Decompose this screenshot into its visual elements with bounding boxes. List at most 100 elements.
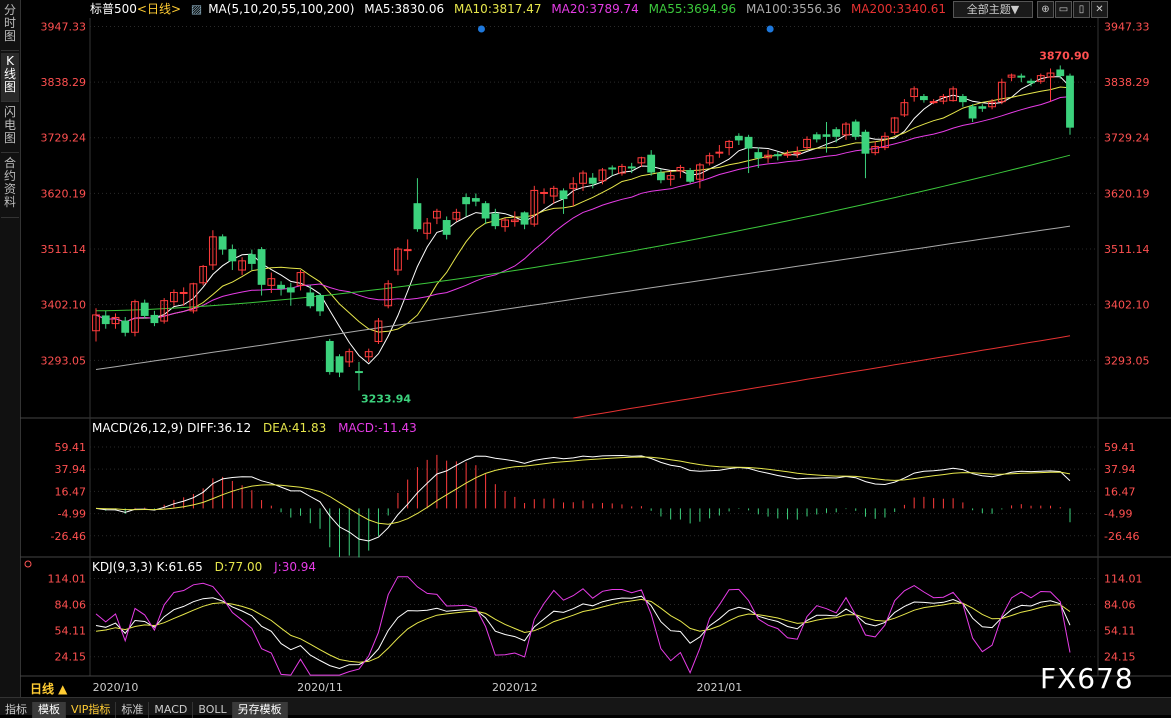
time-axis-label: 2021/01 (697, 681, 743, 694)
candle-body (228, 249, 237, 262)
close-icon[interactable]: ✕ (1091, 1, 1108, 18)
ma200-value: MA200:3340.61 (850, 2, 947, 16)
candle-body (900, 102, 909, 116)
period-selector[interactable]: 日线 ▲ (30, 682, 68, 696)
macd-params: MACD(26,12,9) (92, 421, 184, 435)
candle-body (540, 191, 548, 194)
ma20-value: MA20:3789.74 (551, 2, 639, 16)
split-window-icon[interactable]: ▭ (1055, 1, 1072, 18)
tab-vip-indicators[interactable]: VIP指标 (66, 702, 117, 718)
candle-body (364, 351, 373, 358)
candle-body (705, 155, 714, 164)
candle-body (890, 117, 899, 133)
macd-dea: DEA:41.83 (263, 421, 327, 435)
candle-body (695, 164, 704, 180)
kdj-tick-right: 84.06 (1104, 599, 1136, 612)
candle-body (598, 169, 607, 182)
candle-body (773, 154, 782, 157)
candle-body (267, 278, 276, 286)
candle-body (881, 135, 889, 149)
candle-body (919, 96, 928, 101)
candle-body (491, 213, 500, 227)
candle-body (715, 151, 724, 154)
candle-body (452, 211, 461, 220)
candle-body (179, 291, 188, 294)
sidebar-tab-kline[interactable]: K线图 (1, 53, 19, 102)
candle-body (676, 166, 685, 172)
tab-indicators[interactable]: 指标 (0, 702, 33, 718)
time-axis-label: 2020/11 (297, 681, 343, 694)
tab-macd[interactable]: MACD (149, 702, 194, 718)
candle-body (520, 212, 529, 225)
candle-body (423, 222, 432, 234)
candle-body (442, 220, 451, 235)
crosshair-icon[interactable]: ⊕ (1037, 1, 1054, 18)
chart-settings-icon[interactable]: ▨ (190, 2, 203, 16)
macd-tick-right: 37.94 (1104, 463, 1136, 476)
tab-templates[interactable]: 模板 (33, 702, 66, 718)
kdj-k: K:61.65 (156, 560, 203, 574)
ma5-value: MA5:3830.06 (364, 2, 445, 16)
ma200-line (573, 335, 1071, 419)
candle-body (822, 134, 831, 137)
price-tick-right: 3511.14 (1104, 243, 1150, 256)
kdj-j: J:30.94 (274, 560, 317, 574)
price-tick-right: 3620.19 (1104, 187, 1150, 200)
kdj-tick-left: 114.01 (48, 572, 87, 585)
time-axis-label: 2020/10 (93, 681, 139, 694)
candle-body (170, 291, 178, 303)
price-tick-left: 3947.33 (41, 20, 87, 33)
ma-params: MA(5,10,20,55,100,200) (208, 2, 355, 16)
sidebar-tab-contract-info[interactable]: 合约资料 (1, 155, 19, 218)
candle-body (588, 177, 597, 184)
period-tag[interactable]: <日线> (136, 2, 182, 16)
candle-body (764, 154, 772, 159)
tab-save-template[interactable]: 另存模板 (232, 702, 288, 718)
fx678-watermark-logo: FX678 (1040, 662, 1134, 695)
kdj-tick-left: 54.11 (55, 625, 87, 638)
price-tick-left: 3511.14 (41, 243, 87, 256)
sidebar-tab-timeshare[interactable]: 分时图 (1, 2, 19, 51)
candle-body (842, 123, 850, 136)
event-marker-dot (766, 25, 774, 33)
price-tick-left: 3729.24 (41, 132, 87, 145)
candle-body (579, 172, 587, 184)
tab-standard[interactable]: 标准 (116, 702, 150, 718)
price-tick-right: 3838.29 (1104, 76, 1150, 89)
chart-canvas[interactable]: 3947.33 3947.33 3838.29 3838.29 3729.24 3729.… (0, 0, 1171, 697)
sidebar-tab-flash[interactable]: 闪电图 (1, 104, 19, 153)
candle-body (306, 292, 315, 307)
candle-body (666, 175, 675, 180)
kdj-d: D:77.00 (214, 560, 263, 574)
candle-body (481, 203, 490, 219)
candle-body (462, 197, 471, 205)
candle-body (968, 106, 977, 119)
candle-body (530, 189, 539, 225)
maximize-icon[interactable]: ▯ (1073, 1, 1090, 18)
candle-body (208, 236, 217, 266)
price-tick-right: 3293.05 (1104, 354, 1150, 367)
bottom-tab-bar: 指标 模板 VIP指标 标准 MACD BOLL 另存模板 (0, 697, 1171, 718)
ma55-line (95, 154, 1071, 312)
candle-body (432, 210, 441, 219)
ma5-line (95, 76, 1071, 365)
candle-body (121, 320, 130, 333)
candle-body (101, 315, 110, 325)
candle-body (939, 96, 948, 102)
candle-body (958, 96, 967, 103)
candle-body (949, 88, 958, 102)
candle-body (510, 219, 519, 223)
candle-body (657, 172, 665, 181)
theme-dropdown[interactable]: 全部主题▼ (953, 1, 1033, 18)
macd-tick-left: 37.94 (55, 463, 87, 476)
macd-value: MACD:-11.43 (338, 421, 417, 435)
symbol-name: 标普500 (90, 2, 137, 16)
candle-body (744, 136, 753, 149)
candle-body (355, 371, 363, 374)
tab-boll[interactable]: BOLL (193, 702, 233, 718)
high-annotation: 3870.90 (1039, 49, 1089, 62)
candle-body (325, 340, 334, 373)
candle-body (559, 190, 568, 200)
candle-body (286, 287, 295, 293)
candle-body (131, 301, 139, 333)
